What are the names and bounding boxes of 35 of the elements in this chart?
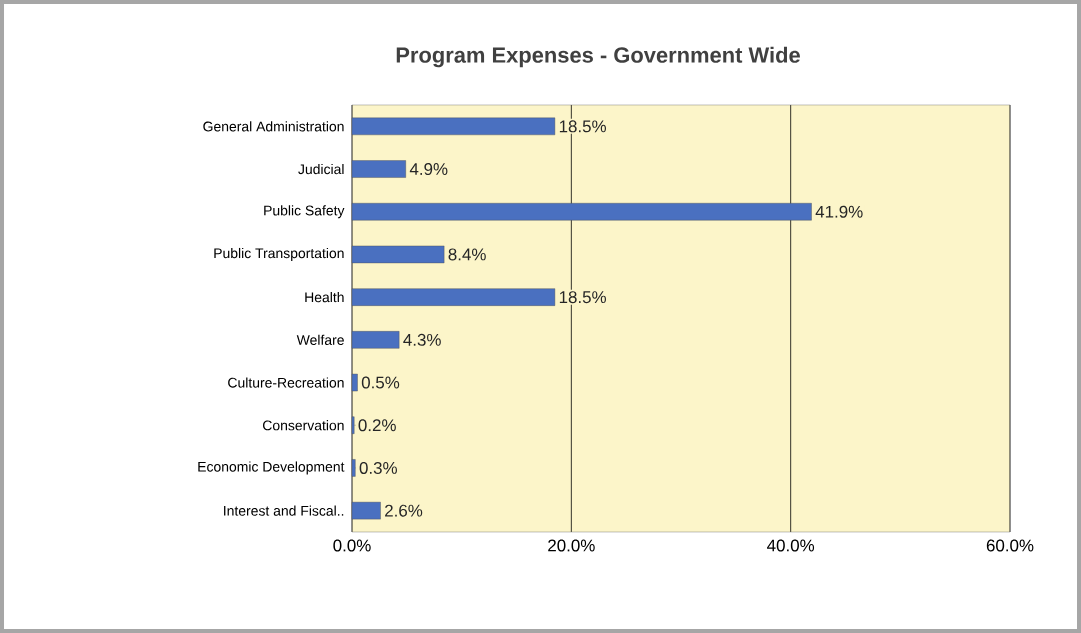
data-label: 18.5% — [559, 291, 606, 304]
bar — [351, 416, 355, 434]
y-tick-label: Culture-Recreation — [228, 377, 344, 388]
chart-title: Program Expenses - Government Wide — [396, 46, 800, 68]
bar — [351, 501, 381, 520]
y-tick-label: Welfare — [296, 334, 344, 345]
data-label: 18.5% — [559, 120, 606, 133]
data-label: 0.3% — [359, 461, 397, 474]
data-label: 4.9% — [409, 163, 448, 176]
y-tick-label: Economic Development — [198, 461, 345, 475]
y-tick-label: Interest and Fiscal.. — [224, 505, 344, 516]
bar — [351, 288, 556, 306]
y-tick-label: Public Transportation — [214, 247, 344, 261]
y-tick-label: Health — [305, 292, 344, 303]
data-label: 8.4% — [448, 248, 486, 261]
x-tick-label: 0.0% — [333, 539, 371, 552]
x-tick-label: 40.0% — [767, 539, 815, 552]
bar — [351, 245, 445, 264]
data-label: 0.5% — [361, 376, 400, 389]
data-label: 2.6% — [385, 504, 423, 517]
data-label: 4.3% — [403, 333, 441, 346]
bar — [351, 160, 406, 178]
y-tick-label: General Administration — [203, 121, 344, 132]
y-tick-label: Public Safety — [264, 205, 345, 219]
bar — [351, 331, 400, 349]
bar — [351, 459, 356, 477]
x-tick-label: 60.0% — [986, 539, 1034, 552]
data-label: 0.2% — [358, 419, 396, 432]
y-tick-label: Conservation — [263, 420, 344, 431]
bar — [351, 373, 358, 392]
data-label: 41.9% — [815, 205, 863, 218]
bar — [351, 203, 812, 221]
bar — [351, 117, 556, 136]
x-tick-label: 20.0% — [548, 539, 595, 552]
y-tick-label: Judicial — [298, 163, 344, 175]
